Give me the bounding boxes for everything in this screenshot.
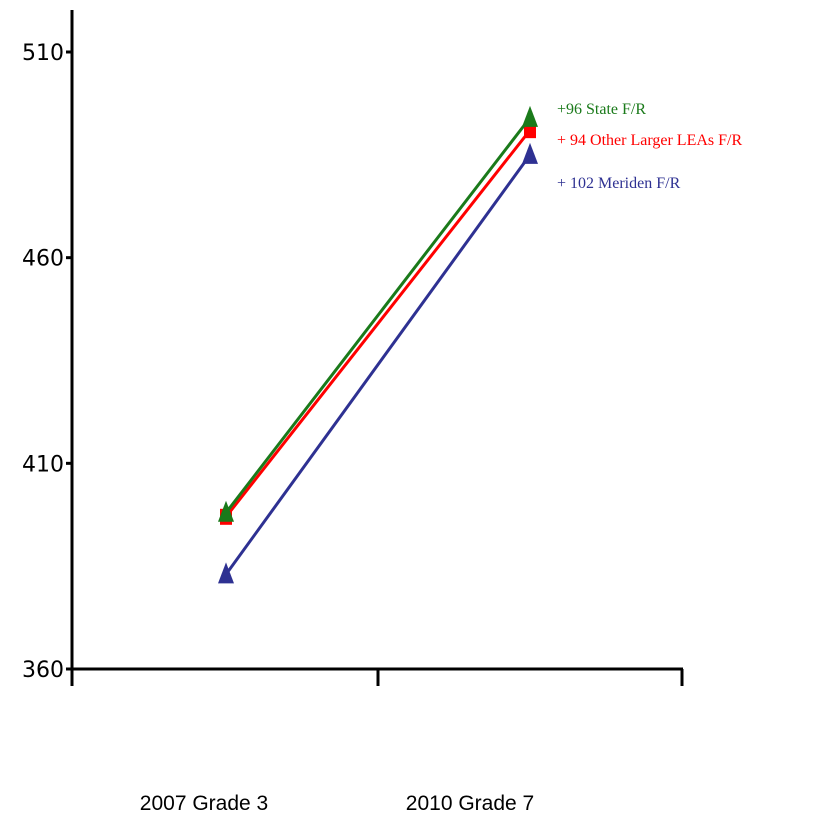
x-category-labels: 2007 Grade 3 2010 Grade 7 <box>140 792 534 815</box>
series-line <box>224 116 532 514</box>
series-line <box>224 129 532 518</box>
series-label: +96 State F/R <box>557 101 646 118</box>
series-label: + 94 Other Larger LEAs F/R <box>557 132 742 149</box>
series-line <box>224 153 532 576</box>
x-category-label: 2007 Grade 3 <box>140 792 268 815</box>
data-point-triangle <box>218 562 234 584</box>
data-point-triangle <box>522 105 538 127</box>
series-lines <box>218 105 538 584</box>
series-label: + 102 Meriden F/R <box>557 175 681 192</box>
y-tick-label: 510 <box>22 41 64 66</box>
data-point-triangle <box>522 142 538 164</box>
y-tick-label: 360 <box>22 658 64 683</box>
data-point-triangle <box>218 500 234 522</box>
y-tick-label: 460 <box>22 247 64 272</box>
x-category-label: 2010 Grade 7 <box>406 792 534 815</box>
series-labels: +96 State F/R + 94 Other Larger LEAs F/R +… <box>557 101 742 192</box>
y-tick-labels: 360 410 460 510 <box>22 41 72 683</box>
y-tick-label: 410 <box>22 452 64 477</box>
axes <box>70 10 684 686</box>
